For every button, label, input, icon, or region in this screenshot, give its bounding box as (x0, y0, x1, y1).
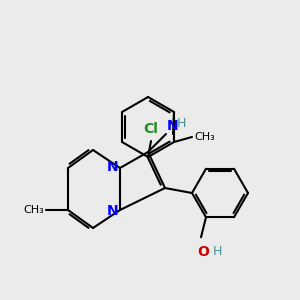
Text: CH₃: CH₃ (194, 132, 215, 142)
Text: N: N (167, 119, 178, 133)
Text: H: H (213, 245, 222, 258)
Text: O: O (197, 245, 209, 259)
Text: N: N (106, 204, 118, 218)
Text: CH₃: CH₃ (23, 205, 44, 215)
Text: H: H (177, 117, 186, 130)
Text: Cl: Cl (144, 122, 158, 136)
Text: N: N (106, 160, 118, 174)
